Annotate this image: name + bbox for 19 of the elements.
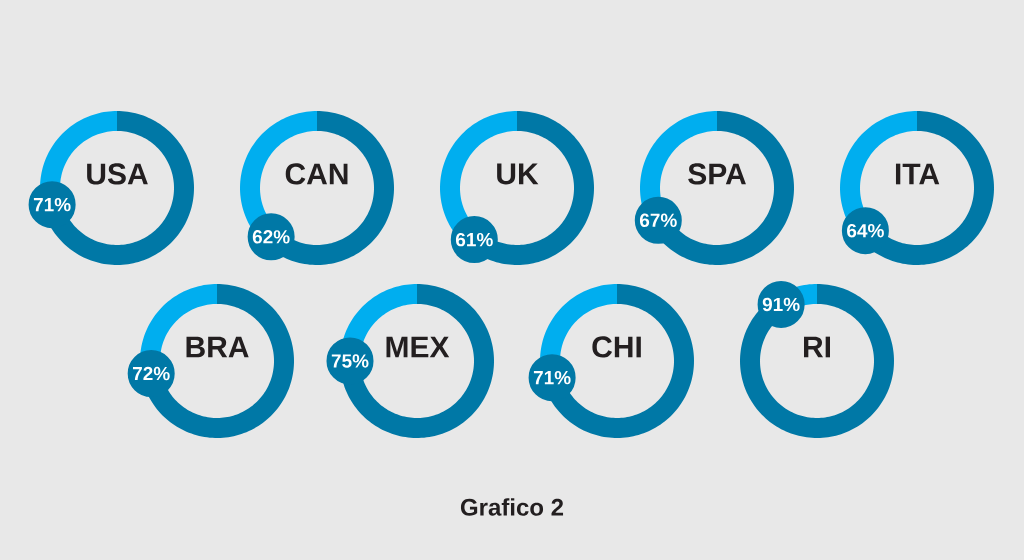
data-label: 91% [762,297,800,312]
text: CHI [592,336,641,358]
text: UK [497,163,539,185]
text: USA [87,163,148,185]
text: ITA [895,163,940,185]
data-label: 64% [847,223,884,238]
text: SPA [688,163,746,185]
data-label: 71% [533,370,571,385]
data-label: 62% [252,230,290,244]
text: MEX [386,336,450,358]
text: BRA [186,336,249,358]
data-label: 71% [33,197,71,212]
data-label: 72% [133,366,170,381]
data-label: 61% [455,232,493,247]
data-label: 75% [331,354,369,368]
data-label: 67% [639,213,677,227]
text: Grafico 2 [460,498,564,516]
text: CAN [285,163,348,185]
text: RI [804,336,830,358]
